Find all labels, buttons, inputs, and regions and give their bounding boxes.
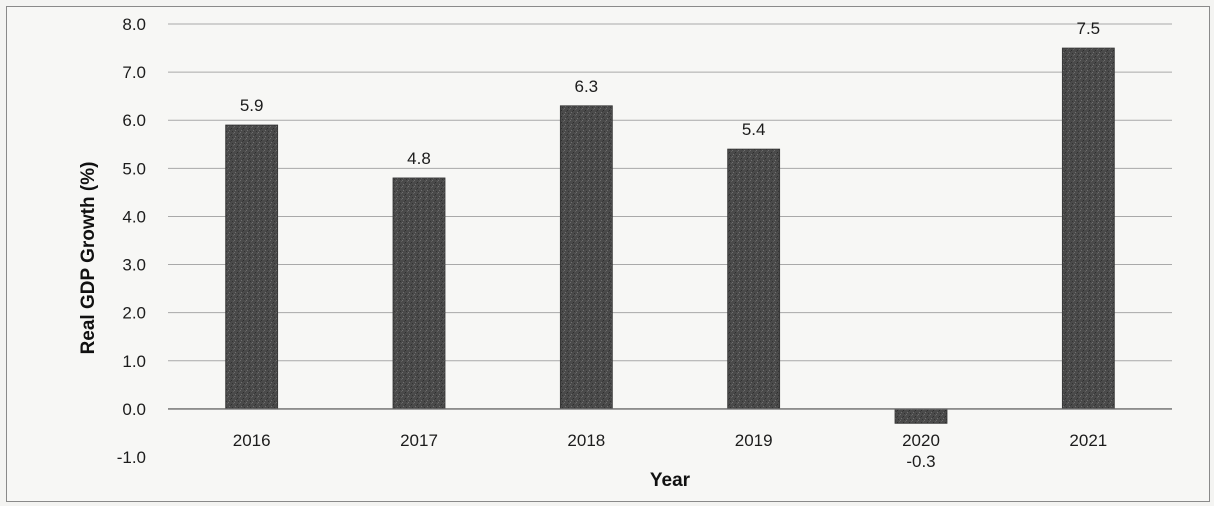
data-label: 5.4	[742, 120, 766, 139]
bar-2018	[559, 105, 613, 410]
y-tick-label: 0.0	[122, 400, 146, 419]
bars	[225, 47, 1115, 424]
y-tick-label: -1.0	[117, 448, 146, 467]
data-label: -0.3	[906, 452, 935, 471]
x-tick-label: 2021	[1069, 431, 1107, 450]
y-tick-label: 1.0	[122, 352, 146, 371]
data-labels: 5.9 4.8 6.3 5.4 -0.3 7.5	[240, 19, 1100, 471]
y-axis-ticks: -1.0 0.0 1.0 2.0 3.0 4.0 5.0 6.0 7.0 8.0	[117, 15, 146, 467]
y-tick-label: 8.0	[122, 15, 146, 34]
data-label: 7.5	[1077, 19, 1101, 38]
y-tick-label: 4.0	[122, 207, 146, 226]
bar-2019	[727, 148, 781, 410]
y-axis-title: Real GDP Growth (%)	[78, 162, 99, 355]
data-label: 6.3	[575, 77, 599, 96]
x-tick-label: 2020	[902, 431, 940, 450]
x-tick-label: 2019	[735, 431, 773, 450]
x-axis-ticks: 2016 2017 2018 2019 2020 2021	[233, 431, 1107, 450]
x-tick-label: 2018	[567, 431, 605, 450]
x-axis-title: Year	[650, 470, 691, 491]
bar-2020	[894, 408, 948, 424]
y-tick-label: 2.0	[122, 304, 146, 323]
bar-2021	[1061, 47, 1115, 410]
bar-2016	[225, 124, 279, 410]
y-tick-label: 5.0	[122, 159, 146, 178]
y-tick-label: 6.0	[122, 111, 146, 130]
x-tick-label: 2016	[233, 431, 271, 450]
bar-2017	[392, 177, 446, 410]
x-tick-label: 2017	[400, 431, 438, 450]
y-tick-label: 3.0	[122, 256, 146, 275]
y-tick-label: 7.0	[122, 63, 146, 82]
gridlines	[168, 23, 1172, 362]
data-label: 4.8	[407, 149, 431, 168]
data-label: 5.9	[240, 96, 264, 115]
